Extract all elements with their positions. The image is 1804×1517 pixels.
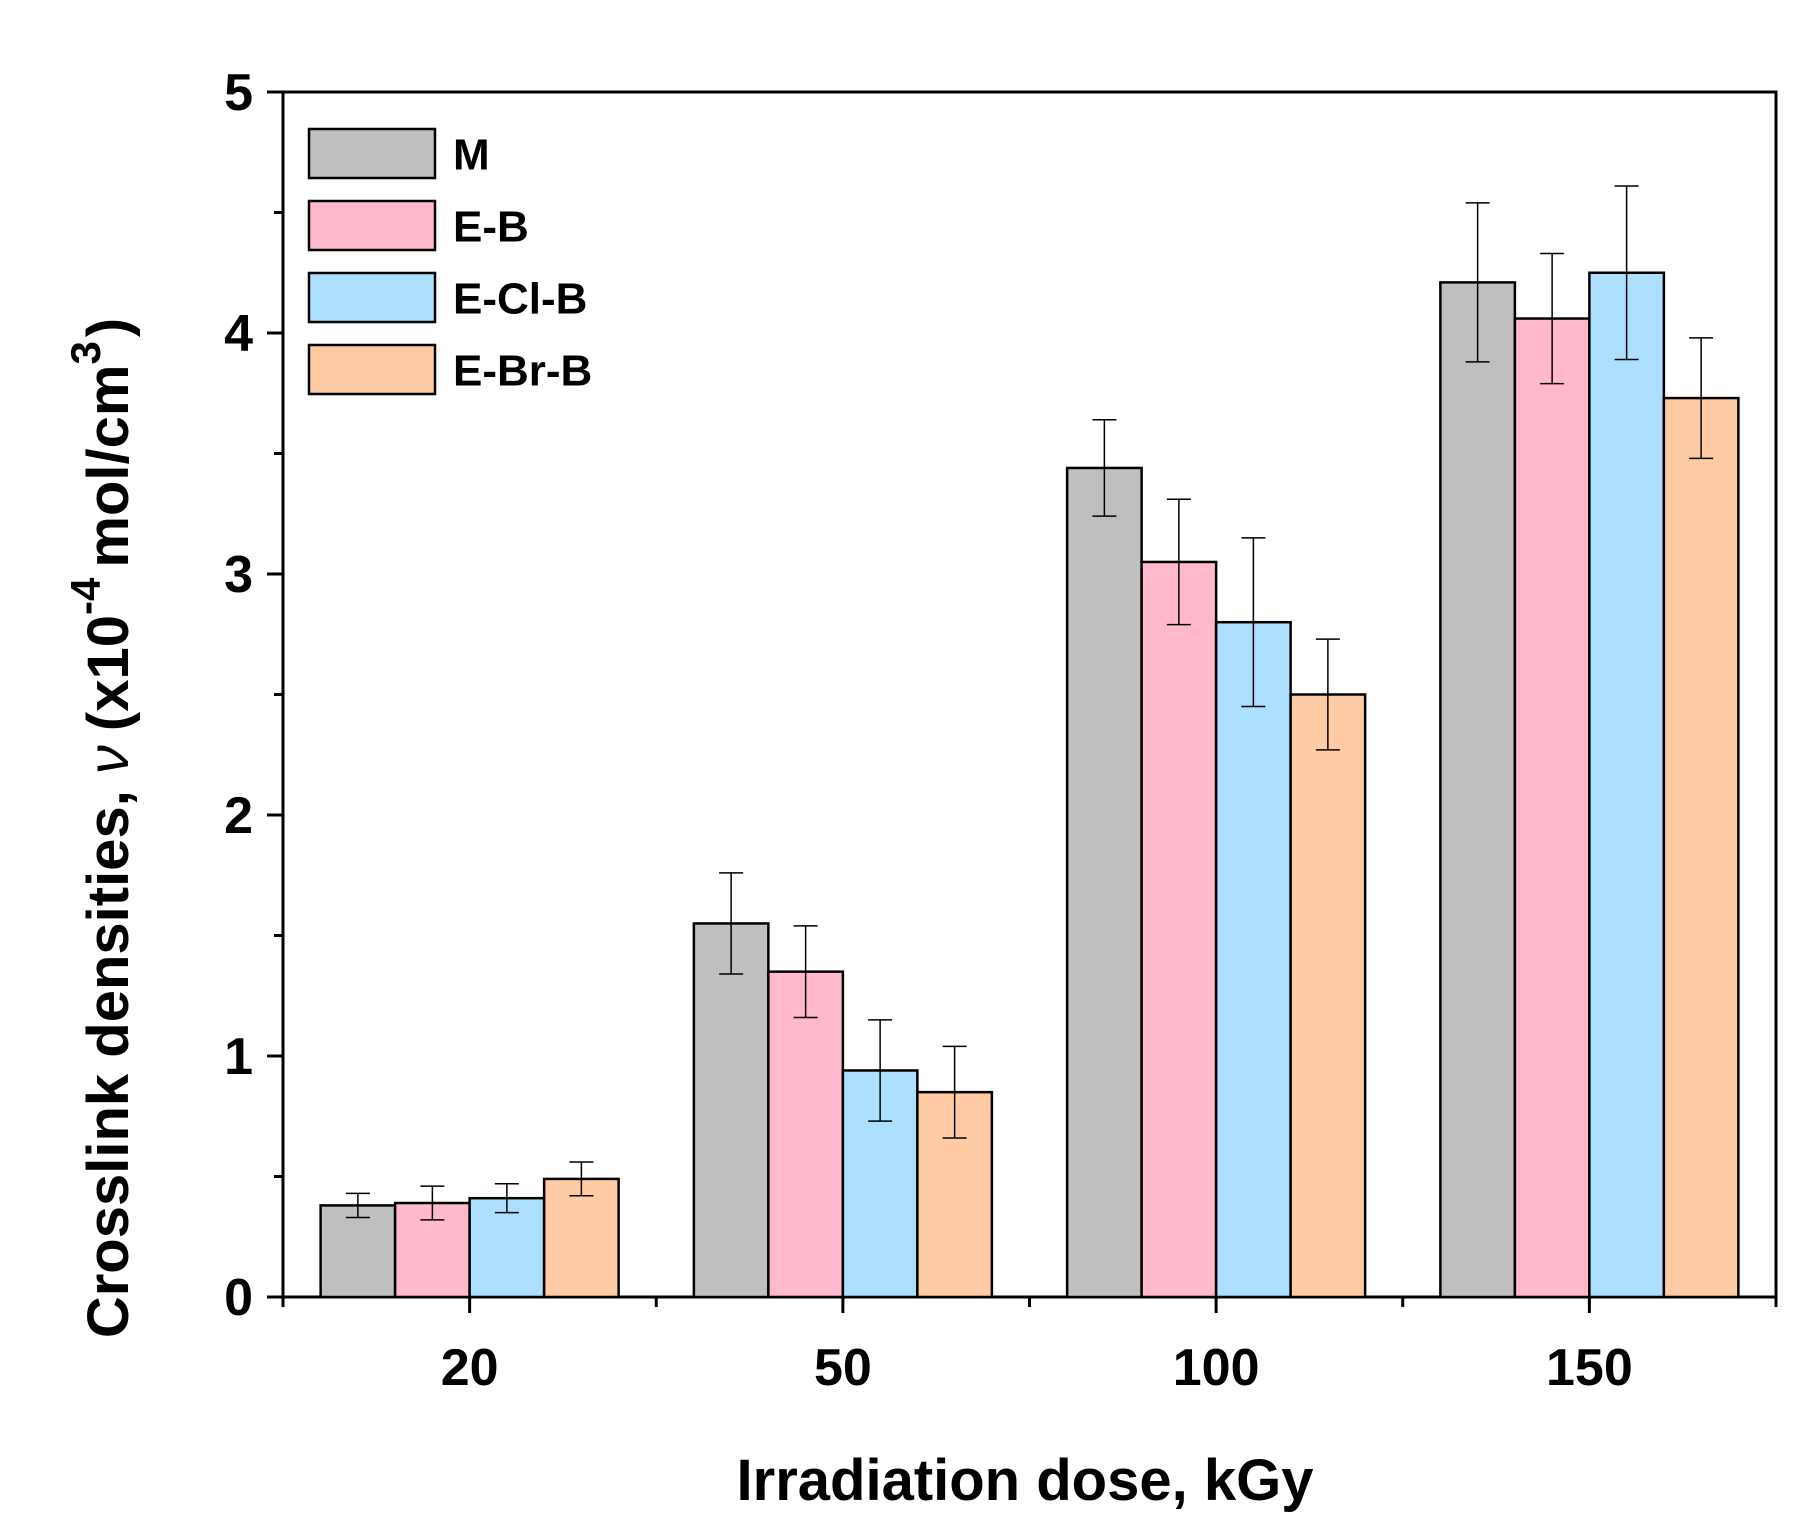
- y-axis-title-symbol: ν: [76, 745, 141, 774]
- error-bar-m-100: [1092, 419, 1117, 517]
- y-tick-label-1: 1: [224, 1028, 253, 1086]
- y-tick-label-4: 4: [224, 305, 253, 363]
- legend-swatch-e-br-b: [307, 343, 437, 396]
- y-tick-label-0: 0: [224, 1269, 253, 1327]
- legend-label-m: M: [453, 131, 490, 180]
- x-tick-label-100: 100: [1173, 1339, 1260, 1397]
- y-axis-title-exponent: -4: [62, 577, 109, 615]
- legend-item-e-cl-b: E-Cl-B: [307, 271, 587, 324]
- legend-item-e-b: E-B: [307, 199, 529, 252]
- error-bar-e-br-b-20: [569, 1161, 594, 1197]
- y-axis-title-main: Crosslink densities,: [76, 774, 141, 1338]
- y-tick-label-5: 5: [224, 64, 253, 122]
- error-bar-e-b-150: [1540, 252, 1565, 385]
- legend-label-e-cl-b: E-Cl-B: [453, 275, 587, 324]
- error-bar-e-b-100: [1166, 498, 1191, 626]
- bar-e-br-b-100: [1289, 693, 1367, 1299]
- bars-layer: [319, 271, 1740, 1299]
- legend: M E-B E-Cl-B E-Br-B: [307, 127, 592, 396]
- legend-item-m: M: [307, 127, 490, 180]
- x-tick-label-50: 50: [814, 1339, 872, 1397]
- bar-m-150: [1439, 281, 1517, 1299]
- error-bar-e-cl-b-150: [1614, 185, 1639, 361]
- error-bar-e-br-b-100: [1315, 638, 1340, 751]
- bar-e-cl-b-150: [1588, 271, 1666, 1299]
- bar-e-cl-b-20: [468, 1196, 546, 1299]
- legend-swatch-e-cl-b: [307, 271, 437, 324]
- y-axis-title-multiplier: x10: [76, 615, 141, 712]
- y-axis-title-paren-close: ): [76, 318, 141, 337]
- legend-swatch-m: [307, 127, 437, 180]
- y-axis-title-paren-open: (: [76, 711, 141, 731]
- bar-e-b-150: [1513, 317, 1591, 1299]
- legend-label-e-b: E-B: [453, 203, 529, 252]
- x-axis-title: Irradiation dose, kGy: [737, 1448, 1314, 1513]
- y-axis-title-unit: mol/cm: [76, 365, 141, 568]
- bar-m-20: [319, 1204, 397, 1299]
- error-bar-e-cl-b-50: [868, 1019, 893, 1122]
- error-bar-e-br-b-50: [942, 1045, 967, 1139]
- bar-m-50: [692, 922, 770, 1299]
- y-axis-title-unit-exponent: 3: [62, 341, 109, 364]
- error-bar-m-20: [345, 1192, 370, 1219]
- bar-e-b-100: [1140, 560, 1218, 1299]
- error-bar-e-b-50: [793, 925, 818, 1019]
- x-tick-label-150: 150: [1546, 1339, 1633, 1397]
- legend-item-e-br-b: E-Br-B: [307, 343, 592, 396]
- bar-e-b-50: [767, 970, 845, 1299]
- error-bar-e-cl-b-20: [494, 1182, 519, 1214]
- error-bar-e-br-b-150: [1689, 337, 1714, 460]
- y-tick-label-2: 2: [224, 787, 253, 845]
- legend-swatch-e-b: [307, 199, 437, 252]
- bar-e-br-b-20: [542, 1177, 620, 1299]
- y-tick-label-3: 3: [224, 546, 253, 604]
- bar-e-cl-b-100: [1214, 620, 1292, 1299]
- error-bar-m-150: [1465, 202, 1490, 363]
- bar-m-100: [1065, 466, 1143, 1299]
- y-axis-title: Crosslink densities, ν (x10-4 mol/cm3): [62, 318, 141, 1338]
- error-bar-e-b-20: [420, 1185, 445, 1221]
- error-bar-m-50: [719, 872, 744, 975]
- error-bar-e-cl-b-100: [1241, 537, 1266, 708]
- error-bars-layer: [345, 185, 1714, 1221]
- bar-e-br-b-150: [1662, 396, 1740, 1299]
- legend-label-e-br-b: E-Br-B: [453, 347, 592, 396]
- x-tick-label-20: 20: [441, 1339, 499, 1397]
- axes-layer: 20 50 100 150 0 1 2 3 4 5: [224, 64, 1778, 1397]
